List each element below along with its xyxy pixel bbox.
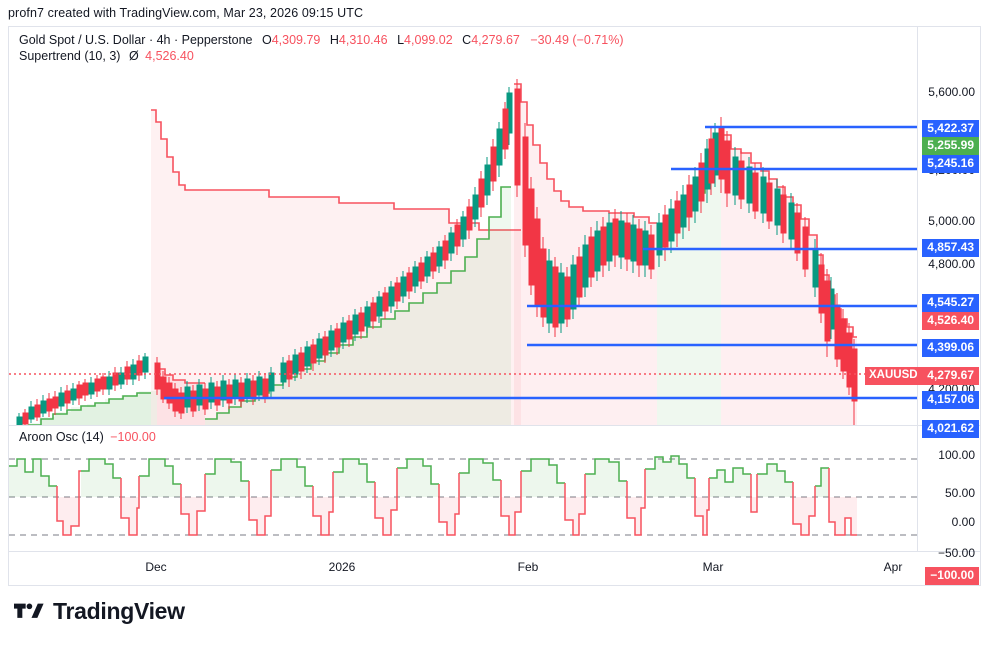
price-badge-5255[interactable]: 5,255.99 [922,137,979,155]
legend-low-label: L [397,33,405,47]
pane-separator-1[interactable] [9,425,980,426]
legend-change: −30.49 (−0.71%) [530,33,624,47]
aroon-pane[interactable]: Aroon Osc (14) −100.00 [9,426,917,551]
pane-separator-2 [9,551,980,552]
time-label-mar: Mar [702,560,724,574]
price-pane[interactable]: Gold Spot / U.S. Dollar · 4h · Peppersto… [9,27,917,425]
st-green-c-fill [205,187,511,425]
price-pane-svg [9,79,917,425]
supertrend-down-band-1 [151,110,521,425]
price-badge-4157[interactable]: 4,157.06 [922,391,979,409]
price-badge-4526-supertrend[interactable]: 4,526.40 [922,312,979,330]
legend-symbol[interactable]: Gold Spot / U.S. Dollar [19,33,146,47]
legend-exchange: Pepperstone [181,33,253,47]
supertrend-legend-title: Supertrend (10, 3) [19,49,121,63]
supertrend-down-line-1 [151,109,521,231]
price-badge-4545[interactable]: 4,545.27 [922,294,979,312]
price-tick-5600: 5,600.00 [928,85,975,99]
price-badge-4399[interactable]: 4,399.06 [922,339,979,357]
aroon-pane-svg [9,455,917,536]
time-label-2026: 2026 [328,560,356,574]
aroon-legend-value: −100.00 [110,430,156,444]
aroon-line-negative [56,468,857,536]
price-badge-4279-last[interactable]: 4,279.67 [922,367,979,385]
aroon-legend[interactable]: Aroon Osc (14) −100.00 [19,430,156,444]
supertrend-legend[interactable]: Supertrend (10, 3) Ø 4,526.40 [19,49,194,63]
aroon-line-positive [9,455,829,487]
tradingview-footer: TradingView [14,598,185,625]
aroon-tick-0: 0.00 [951,515,975,529]
level-lines[interactable] [79,125,917,425]
candlestick-series [16,79,858,425]
st-green-a-fill [29,393,151,425]
legend-open-label: O [261,33,272,47]
legend-close-value: 4,279.67 [471,33,520,47]
legend-high-value: 4,310.46 [338,33,388,47]
symbol-legend: Gold Spot / U.S. Dollar · 4h · Peppersto… [19,32,623,49]
legend-high-label: H [329,33,339,47]
legend-interval[interactable]: 4h [156,33,171,47]
ticker-tag-xauusd[interactable]: XAUUSD [865,367,922,385]
tradingview-wordmark: TradingView [53,598,185,624]
aroon-tick-100: 100.00 [938,448,975,462]
price-badge-4021[interactable]: 4,021.62 [922,420,979,438]
price-scale[interactable]: 5,600.00 5,200.00 5,000.00 4,800.00 4,20… [917,27,980,585]
time-axis[interactable]: Dec 2026 Feb Mar Apr [9,552,980,585]
attribution-text: profn7 created with TradingView.com, Mar… [8,6,364,20]
legend-low-value: 4,099.02 [404,33,453,47]
legend-sep1: · [148,33,157,47]
price-badge-5422[interactable]: 5,422.37 [922,120,979,138]
st-red-d-line [514,83,657,224]
aroon-tick-50: 50.00 [944,486,975,500]
legend-open-value: 4,309.79 [271,33,321,47]
tradingview-logo-icon [14,603,44,618]
time-label-apr: Apr [883,560,903,574]
price-badge-4857[interactable]: 4,857.43 [922,239,979,257]
legend-sep2: · [173,33,182,47]
st-green-a-line [28,392,151,425]
chart-frame: Gold Spot / U.S. Dollar · 4h · Peppersto… [8,26,981,586]
aroon-badge-neg100[interactable]: −100.00 [925,567,979,585]
supertrend-avg-glyph: Ø [128,49,139,63]
st-red-b-line [157,368,205,384]
aroon-tick-neg50: −50.00 [937,546,975,560]
legend-close-label: C [462,33,472,47]
aroon-positive-fill [9,456,829,497]
price-tick-4800: 4,800.00 [928,257,975,271]
aroon-negative-fill [57,497,857,535]
price-tick-5000: 5,000.00 [928,214,975,228]
supertrend-legend-value: 4,526.40 [145,49,194,63]
time-label-feb: Feb [517,560,539,574]
price-badge-5245[interactable]: 5,245.16 [922,155,979,173]
aroon-legend-title: Aroon Osc (14) [19,430,104,444]
time-label-dec: Dec [145,560,167,574]
aroon-gridlines [9,458,917,536]
st-red-f-line [721,134,857,338]
